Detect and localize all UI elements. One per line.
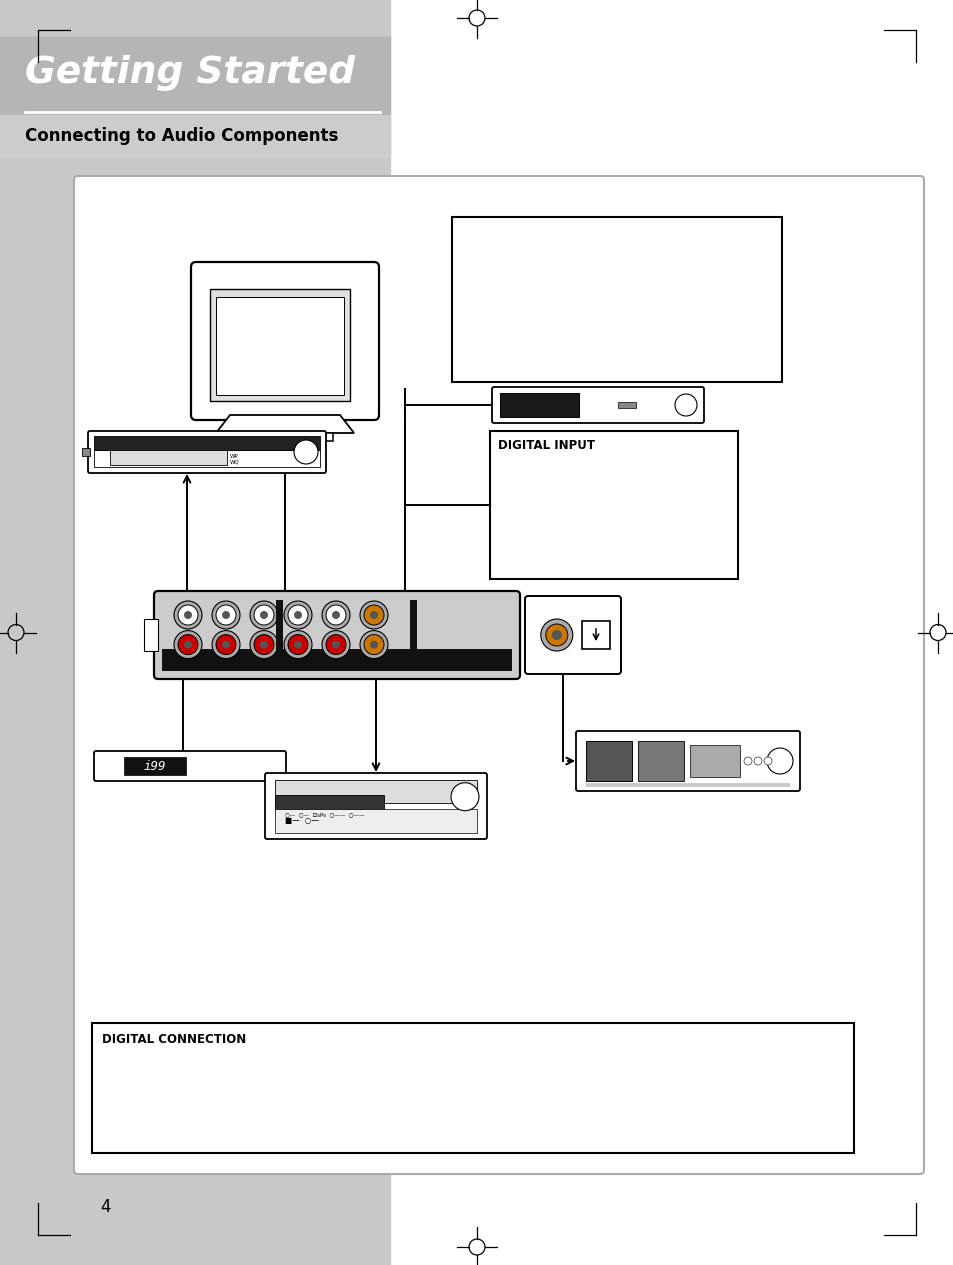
Text: DIGITAL INPUT: DIGITAL INPUT	[497, 439, 595, 452]
Circle shape	[332, 640, 339, 649]
Circle shape	[364, 635, 384, 654]
Circle shape	[284, 630, 312, 659]
Circle shape	[294, 611, 302, 619]
FancyBboxPatch shape	[576, 731, 800, 791]
Circle shape	[288, 635, 308, 654]
Circle shape	[326, 605, 346, 625]
Circle shape	[359, 630, 388, 659]
Bar	[94, 450, 319, 467]
Circle shape	[322, 601, 350, 629]
Text: 4: 4	[100, 1198, 111, 1216]
Bar	[490, 431, 738, 579]
FancyBboxPatch shape	[94, 751, 286, 781]
Circle shape	[451, 783, 478, 811]
Bar	[0, 37, 390, 115]
Circle shape	[326, 635, 346, 654]
FancyBboxPatch shape	[153, 591, 519, 679]
FancyBboxPatch shape	[492, 387, 703, 423]
Circle shape	[173, 601, 202, 629]
Circle shape	[763, 756, 771, 765]
Bar	[452, 218, 781, 382]
Circle shape	[743, 756, 751, 765]
Circle shape	[551, 630, 561, 640]
Circle shape	[212, 601, 240, 629]
Circle shape	[173, 630, 202, 659]
Circle shape	[222, 640, 230, 649]
Circle shape	[364, 605, 384, 625]
Circle shape	[212, 630, 240, 659]
Circle shape	[250, 630, 277, 659]
Text: Connecting to Audio Components: Connecting to Audio Components	[25, 126, 338, 145]
Bar	[585, 783, 789, 787]
Bar	[91, 1023, 853, 1152]
Circle shape	[250, 601, 277, 629]
FancyBboxPatch shape	[524, 596, 620, 674]
Bar	[275, 600, 283, 670]
Bar	[82, 448, 90, 455]
Bar	[585, 741, 631, 781]
Bar	[0, 115, 390, 157]
Circle shape	[294, 440, 317, 464]
Circle shape	[253, 635, 274, 654]
Polygon shape	[215, 415, 354, 433]
Bar	[94, 435, 319, 450]
Bar	[0, 0, 390, 1265]
Bar	[410, 600, 416, 670]
FancyBboxPatch shape	[74, 176, 923, 1174]
Text: DIGITAL CONNECTION: DIGITAL CONNECTION	[102, 1034, 246, 1046]
Text: WP
WQ: WP WQ	[230, 454, 239, 466]
Bar	[274, 810, 476, 832]
Circle shape	[178, 635, 198, 654]
Text: ■—  ○—: ■— ○—	[285, 816, 318, 825]
Bar	[618, 402, 636, 409]
Bar	[162, 649, 512, 670]
Circle shape	[184, 611, 192, 619]
FancyBboxPatch shape	[88, 431, 326, 473]
Circle shape	[359, 601, 388, 629]
Bar	[274, 781, 476, 803]
Circle shape	[260, 640, 268, 649]
Circle shape	[545, 624, 567, 646]
Circle shape	[370, 640, 377, 649]
Bar	[144, 619, 158, 651]
Text: i99: i99	[144, 759, 166, 773]
FancyBboxPatch shape	[191, 262, 378, 420]
Circle shape	[322, 630, 350, 659]
Circle shape	[178, 605, 198, 625]
Bar	[215, 297, 344, 395]
Bar	[274, 796, 384, 810]
Text: Getting Started: Getting Started	[25, 54, 355, 91]
Circle shape	[370, 611, 377, 619]
Circle shape	[284, 601, 312, 629]
Bar	[689, 745, 740, 777]
Bar	[210, 288, 350, 401]
Bar	[581, 621, 609, 649]
Circle shape	[215, 635, 235, 654]
Circle shape	[753, 756, 761, 765]
FancyBboxPatch shape	[265, 773, 486, 839]
Text: ○—  ○—  ⊡sPs  ○——  ○——: ○— ○— ⊡sPs ○—— ○——	[285, 812, 364, 817]
Bar	[638, 741, 683, 781]
Circle shape	[540, 619, 572, 651]
Bar	[124, 756, 186, 775]
Circle shape	[222, 611, 230, 619]
Circle shape	[294, 640, 302, 649]
Bar	[236, 433, 333, 441]
Circle shape	[332, 611, 339, 619]
Circle shape	[288, 605, 308, 625]
Circle shape	[766, 748, 792, 774]
Circle shape	[215, 605, 235, 625]
Circle shape	[260, 611, 268, 619]
Bar	[110, 450, 227, 466]
Circle shape	[675, 393, 697, 416]
Circle shape	[184, 640, 192, 649]
Circle shape	[253, 605, 274, 625]
Bar	[499, 393, 578, 417]
